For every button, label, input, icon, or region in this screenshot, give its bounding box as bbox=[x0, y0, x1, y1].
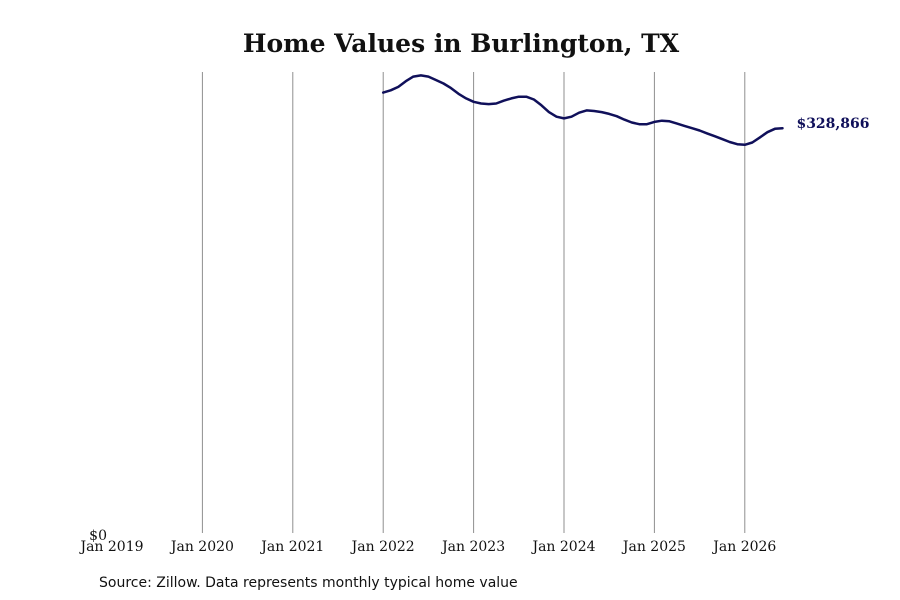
x-tick-label: Jan 2026 bbox=[711, 539, 776, 555]
x-tick-label: Jan 2025 bbox=[621, 539, 686, 555]
x-tick-label: Jan 2020 bbox=[169, 539, 234, 555]
end-value-label: $328,866 bbox=[796, 116, 869, 132]
series-layer bbox=[381, 74, 784, 147]
x-tick-label: Jan 2021 bbox=[259, 539, 324, 555]
chart-title: Home Values in Burlington, TX bbox=[243, 29, 680, 58]
x-tick-label: Jan 2019 bbox=[78, 539, 143, 555]
x-tick-label: Jan 2024 bbox=[530, 539, 595, 555]
source-note: Source: Zillow. Data represents monthly … bbox=[99, 575, 518, 591]
gridlines bbox=[201, 72, 746, 533]
x-tick-label: Jan 2022 bbox=[350, 539, 415, 555]
series-line bbox=[381, 74, 784, 147]
x-tick-label: Jan 2023 bbox=[440, 539, 505, 555]
labels-layer: Jan 2019 Jan 2020 Jan 2021 Jan 2022 Jan 2023… bbox=[78, 116, 869, 555]
y-tick-label: $0 bbox=[89, 528, 107, 544]
